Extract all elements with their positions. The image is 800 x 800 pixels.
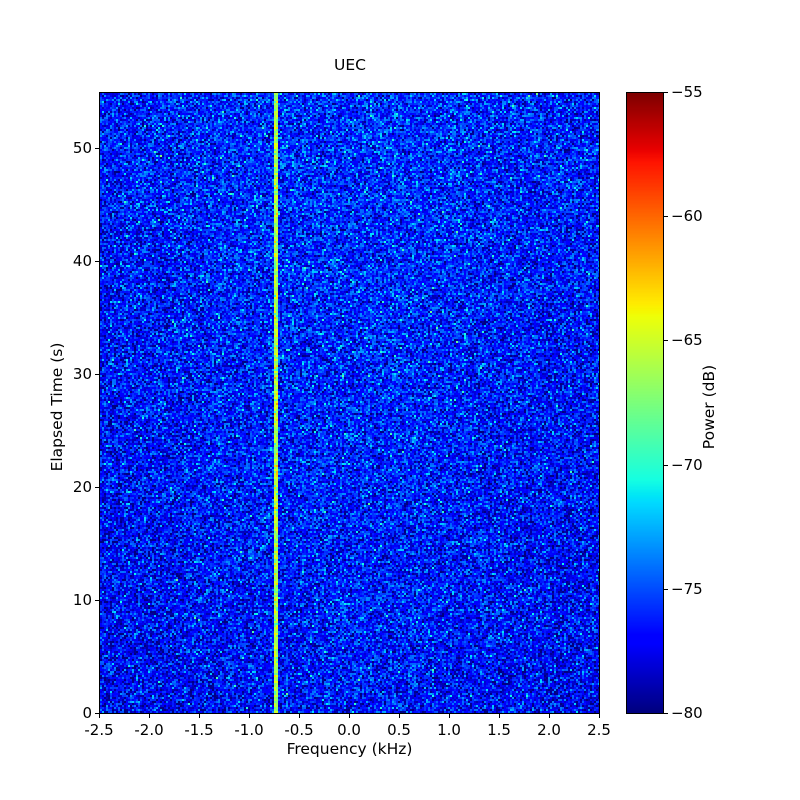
colorbar-tick-label: −60 xyxy=(671,207,703,226)
colorbar-tick xyxy=(664,588,668,590)
colorbar-tick-label: −80 xyxy=(671,704,703,722)
x-tick xyxy=(299,714,300,718)
y-tick-label: 40 xyxy=(72,252,92,271)
x-tick-label: -1.0 xyxy=(234,721,264,739)
y-tick-label: 0 xyxy=(82,704,92,722)
x-tick-label: 0.5 xyxy=(387,721,411,739)
x-tick xyxy=(599,714,600,718)
y-tick-label: 10 xyxy=(72,591,92,610)
x-tick-label: 2.0 xyxy=(537,721,561,739)
y-tick-label: 50 xyxy=(72,139,92,158)
y-axis-label: Elapsed Time (s) xyxy=(48,342,66,472)
y-tick xyxy=(95,713,99,714)
x-tick xyxy=(549,714,550,718)
x-tick xyxy=(349,714,350,718)
x-axis-label: Frequency (kHz) xyxy=(286,740,413,758)
title-station: UEC xyxy=(334,56,366,75)
y-tick xyxy=(95,374,99,376)
plot-area[interactable] xyxy=(99,92,600,714)
x-tick xyxy=(399,714,400,718)
colorbar-tick xyxy=(664,713,668,714)
x-tick xyxy=(149,714,150,718)
colorbar-tick xyxy=(664,340,668,342)
x-tick xyxy=(199,714,200,718)
colorbar-tick xyxy=(664,464,668,466)
y-tick-label: 30 xyxy=(72,365,92,384)
x-tick xyxy=(499,714,500,718)
y-tick xyxy=(95,600,99,602)
colorbar[interactable] xyxy=(626,92,664,714)
x-tick xyxy=(249,714,250,718)
x-tick xyxy=(99,714,100,718)
colorbar-tick xyxy=(664,92,668,93)
y-tick-label: 20 xyxy=(72,478,92,497)
colorbar-gradient xyxy=(627,93,663,713)
spectrogram-heatmap xyxy=(100,93,599,713)
colorbar-tick xyxy=(664,216,668,218)
x-tick-label: 1.5 xyxy=(487,721,511,739)
x-tick-label: -2.5 xyxy=(84,721,114,739)
colorbar-tick-label: −55 xyxy=(671,83,703,101)
y-tick xyxy=(95,148,99,150)
x-tick-label: -1.5 xyxy=(184,721,214,739)
x-tick-label: -2.0 xyxy=(134,721,164,739)
colorbar-tick-label: −65 xyxy=(671,331,703,350)
x-tick-label: -0.5 xyxy=(284,721,314,739)
x-tick-label: 0.0 xyxy=(337,721,361,739)
y-tick xyxy=(95,261,99,263)
colorbar-tick-label: −70 xyxy=(671,455,703,474)
x-tick-label: 1.0 xyxy=(437,721,461,739)
x-tick-label: 2.5 xyxy=(587,721,611,739)
colorbar-tick-label: −75 xyxy=(671,579,703,598)
colorbar-label: Power (dB) xyxy=(700,364,718,450)
x-tick xyxy=(449,714,450,718)
y-tick xyxy=(95,487,99,489)
